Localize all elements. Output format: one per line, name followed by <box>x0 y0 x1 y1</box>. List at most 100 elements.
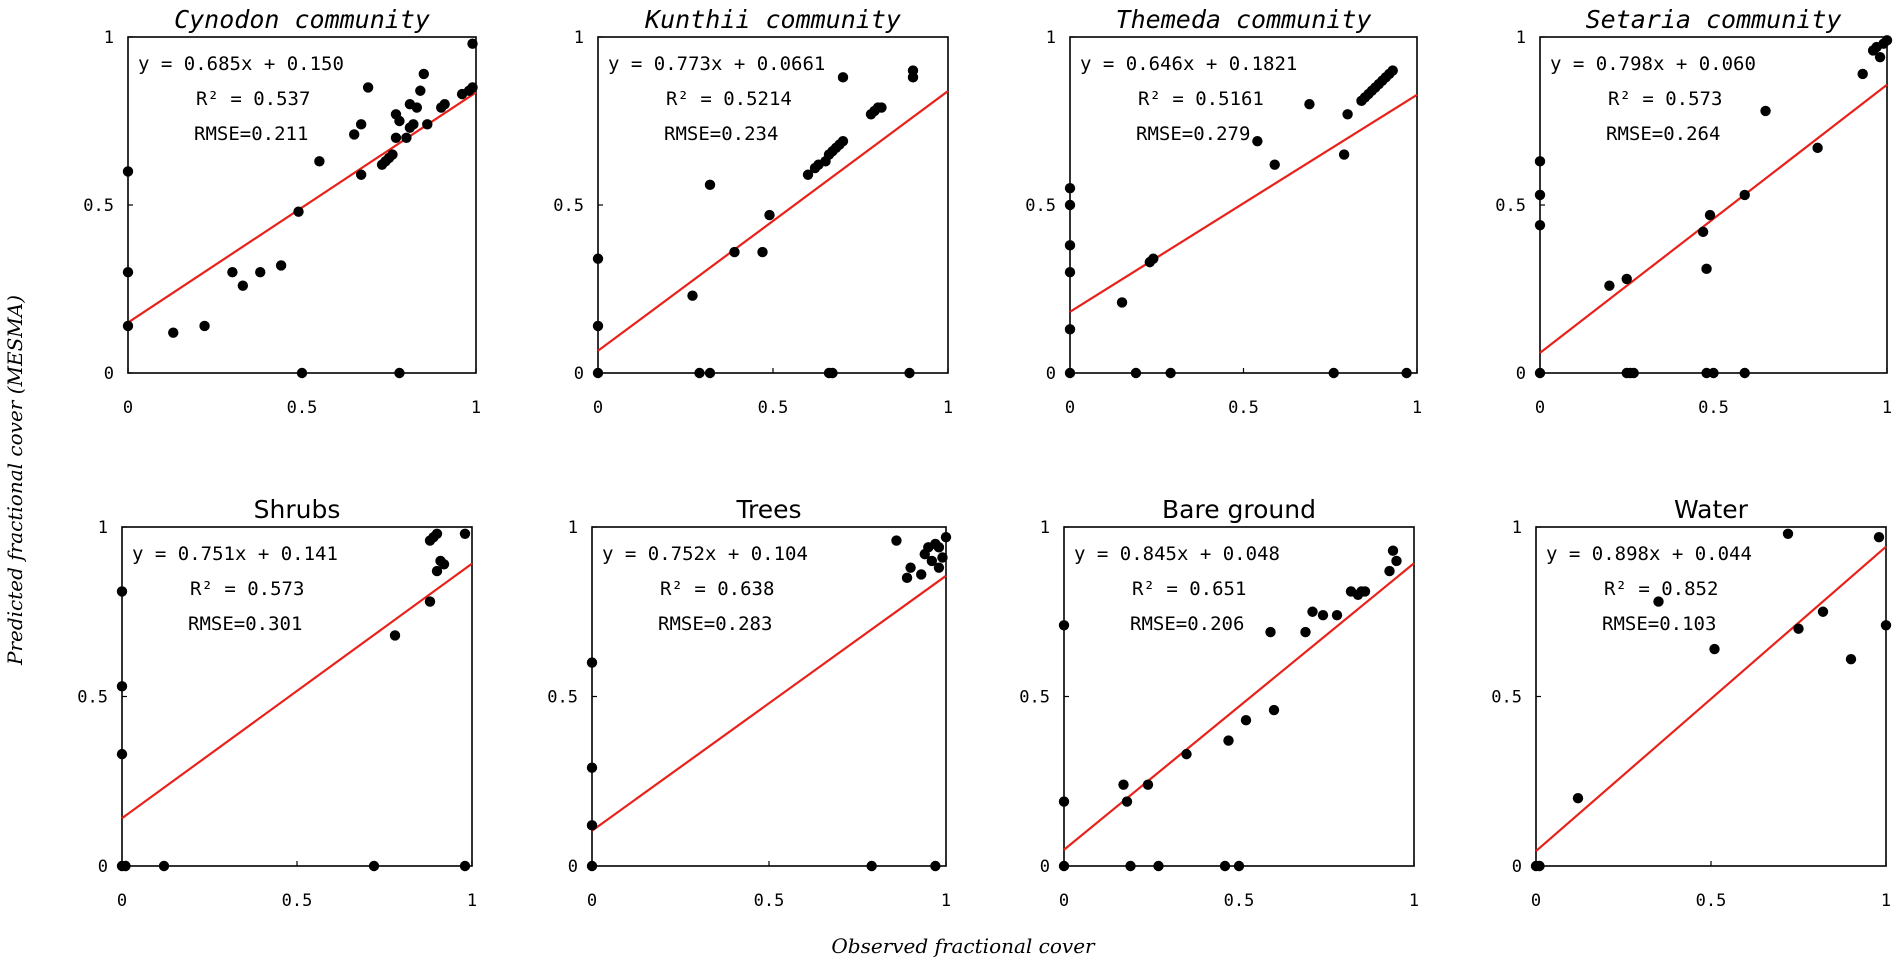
data-point <box>1880 620 1892 631</box>
panel-title: Trees <box>735 495 801 524</box>
fit-equation: y = 0.898x + 0.044 <box>1546 543 1752 565</box>
data-point <box>368 860 380 872</box>
data-point <box>1391 555 1402 567</box>
data-point <box>424 596 436 607</box>
data-point <box>1064 267 1076 278</box>
data-point <box>1233 860 1245 872</box>
data-point <box>459 528 471 539</box>
data-point <box>1181 748 1192 760</box>
data-point <box>1130 367 1142 379</box>
data-point <box>394 115 405 127</box>
data-point <box>1709 643 1720 655</box>
data-point <box>1739 367 1750 379</box>
data-point <box>1331 609 1343 621</box>
y-tick-label: 0 <box>1512 857 1522 877</box>
data-point <box>837 135 849 147</box>
panel-4: Setaria community 00 0.5 0.5 1 1 y = 0.798x + … <box>1495 5 1893 418</box>
x-tick-label: 0 <box>1059 891 1069 911</box>
data-point <box>431 565 443 577</box>
data-point <box>586 860 598 872</box>
data-point <box>1268 704 1280 716</box>
fit-equation: y = 0.845x + 0.048 <box>1074 543 1280 565</box>
data-point <box>120 860 131 872</box>
data-point <box>349 129 360 140</box>
data-point <box>901 572 913 584</box>
data-point <box>122 320 134 332</box>
panel-8: Water 00 0.5 0.5 1 1 y = 0.898x + 0.044 R² = 0.… <box>1491 495 1892 911</box>
data-point <box>1342 109 1353 120</box>
data-point <box>586 820 598 831</box>
data-point <box>592 253 604 264</box>
data-point <box>1873 531 1885 543</box>
x-tick-label: 0.5 <box>1698 398 1729 418</box>
y-tick-label: 0.5 <box>553 196 584 216</box>
data-point <box>1572 793 1584 804</box>
fit-equation: y = 0.773x + 0.0661 <box>608 53 825 75</box>
y-tick-label: 0.5 <box>1019 688 1050 708</box>
data-point <box>411 102 423 113</box>
data-point <box>837 72 849 83</box>
data-point <box>1148 253 1159 264</box>
data-point <box>1739 189 1750 201</box>
data-point <box>1534 219 1546 231</box>
data-point <box>1653 596 1664 607</box>
fit-line <box>121 562 473 820</box>
data-point <box>1338 149 1350 160</box>
data-point <box>1307 606 1318 617</box>
y-tick-label: 0.5 <box>1025 196 1056 216</box>
data-point <box>891 535 902 546</box>
x-tick-label: 0.5 <box>1228 398 1259 418</box>
rmse: RMSE=0.301 <box>188 613 302 635</box>
data-point <box>586 762 598 773</box>
data-point <box>592 320 604 332</box>
y-tick-label: 1 <box>104 28 114 48</box>
x-tick-label: 0 <box>587 891 597 911</box>
data-point <box>704 179 716 191</box>
data-point <box>401 132 412 143</box>
y-tick-label: 0 <box>1046 364 1056 384</box>
data-point <box>122 267 134 278</box>
data-point <box>1300 626 1311 638</box>
r-squared: R² = 0.638 <box>660 578 774 600</box>
fit-equation: y = 0.751x + 0.141 <box>132 543 338 565</box>
r-squared: R² = 0.573 <box>1608 88 1722 110</box>
x-tick-label: 0 <box>123 398 133 418</box>
y-tick-label: 0 <box>98 857 108 877</box>
data-point <box>586 657 598 668</box>
panel-5: Shrubs 00 0.5 0.5 1 1 y = 0.751x + 0.141 R² = 0… <box>77 495 477 911</box>
data-point <box>1064 199 1076 211</box>
data-point <box>1387 65 1398 76</box>
data-point <box>394 367 405 379</box>
data-point <box>1265 626 1276 638</box>
x-tick-label: 0 <box>117 891 127 911</box>
r-squared: R² = 0.852 <box>1604 578 1718 600</box>
data-point <box>1121 796 1133 807</box>
data-point <box>876 102 887 113</box>
data-point <box>275 260 287 271</box>
x-tick-label: 1 <box>1881 891 1891 911</box>
data-point <box>1125 860 1136 872</box>
data-point <box>387 149 398 160</box>
data-point <box>438 559 450 570</box>
fit-line <box>1069 93 1418 313</box>
r-squared: R² = 0.573 <box>190 578 304 600</box>
rmse: RMSE=0.211 <box>194 123 308 145</box>
data-point <box>116 748 128 760</box>
panel-7: Bare ground 00 0.5 0.5 1 1 y = 0.845x + 0.048 R… <box>1019 495 1419 911</box>
x-tick-label: 0.5 <box>758 398 789 418</box>
data-point <box>116 586 128 597</box>
data-point <box>1534 367 1546 379</box>
data-point <box>1604 280 1615 291</box>
data-point <box>1628 367 1639 379</box>
y-axis-label: Predicted fractional cover (MESMA) <box>3 295 27 666</box>
y-tick-label: 1 <box>1516 28 1526 48</box>
fit-line <box>597 90 949 352</box>
data-point <box>1857 68 1868 80</box>
x-tick-label: 0 <box>1531 891 1541 911</box>
y-tick-label: 0 <box>1040 857 1050 877</box>
data-point <box>729 246 740 258</box>
y-tick-label: 0.5 <box>1495 196 1526 216</box>
panel-1: Cynodon community 00 0.5 0.5 1 1 y = 0.685x + … <box>83 5 481 418</box>
data-point <box>122 166 134 177</box>
